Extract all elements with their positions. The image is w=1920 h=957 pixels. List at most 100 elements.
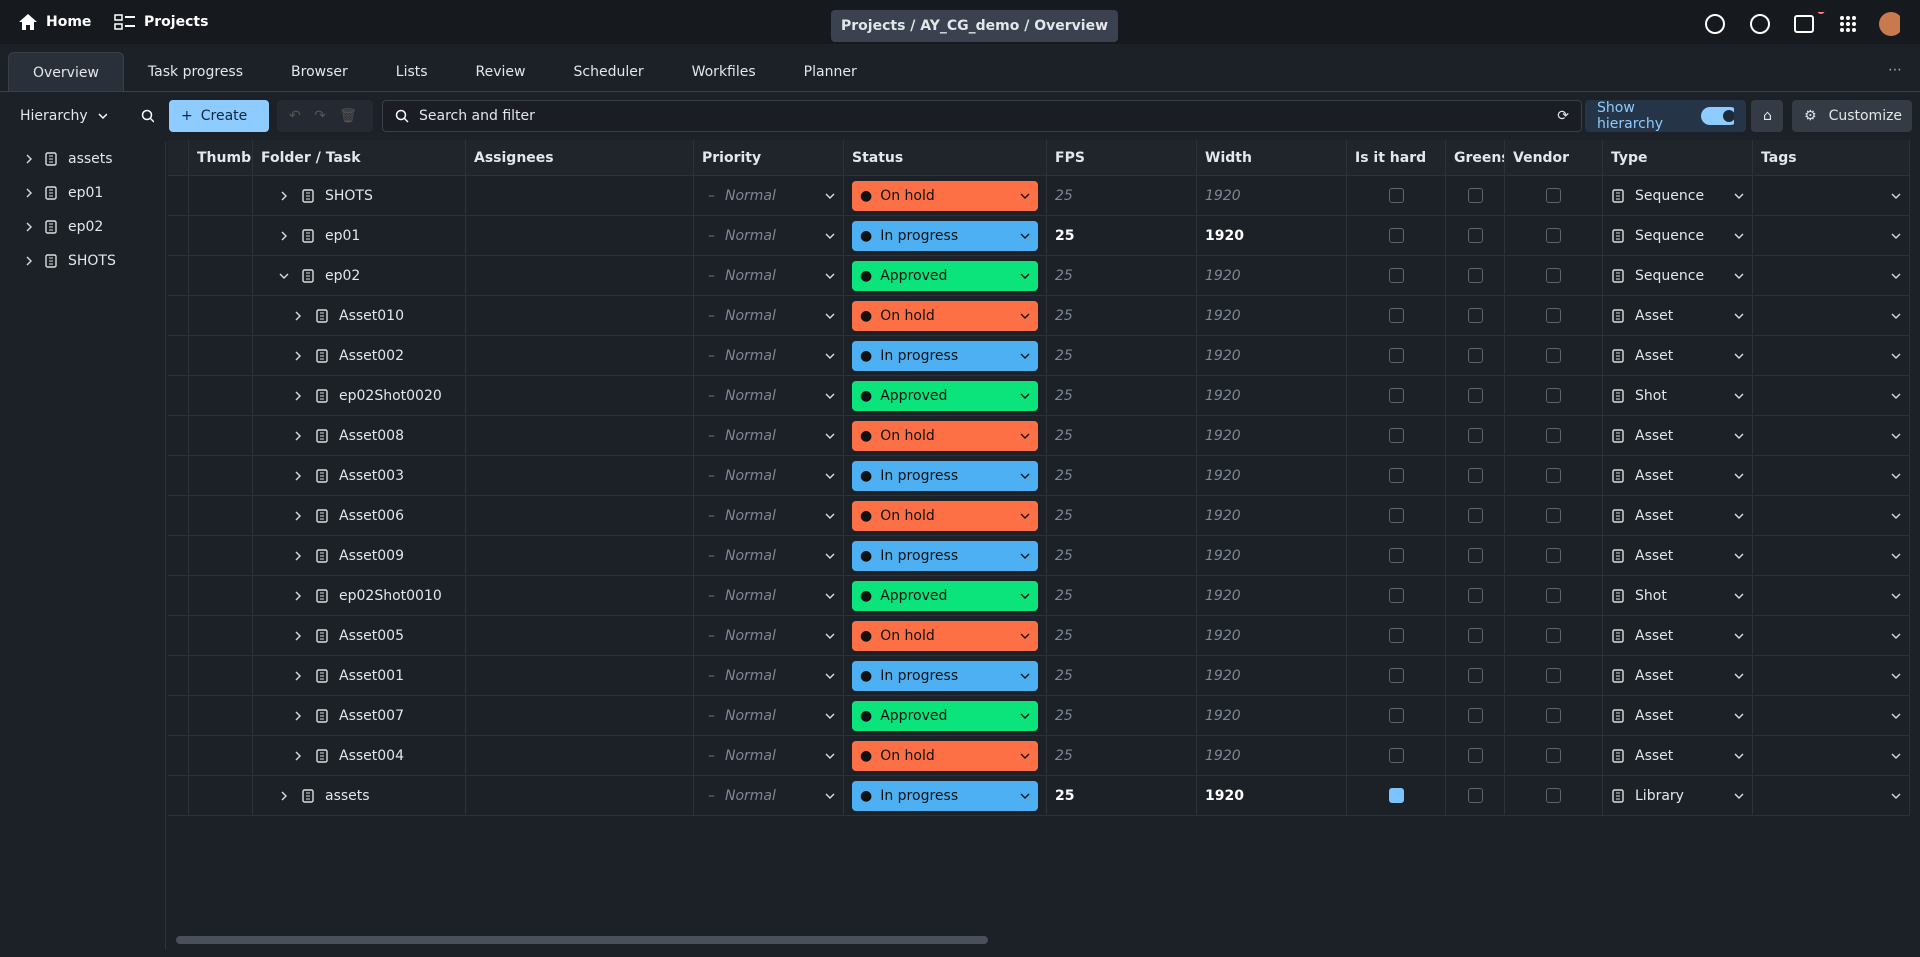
status-pill[interactable]: ● Approved	[852, 580, 1038, 611]
table-row[interactable]: ep02Shot0010 – Normal ● Approved 25 1920 Shot	[168, 576, 1910, 616]
status-pill[interactable]: ● Approved	[852, 380, 1038, 411]
checkbox[interactable]	[1388, 468, 1404, 483]
checkbox[interactable]	[1388, 508, 1404, 523]
table-row[interactable]: Asset006 – Normal ● On hold 25 1920 Asset	[168, 496, 1910, 536]
status-pill[interactable]: ● In progress	[852, 540, 1038, 571]
table-row[interactable]: ep02 – Normal ● Approved 25 1920 Sequence	[168, 256, 1910, 296]
status-pill[interactable]: ● On hold	[852, 300, 1038, 331]
table-row[interactable]: Asset001 – Normal ● In progress 25 1920 Asset	[168, 656, 1910, 696]
sidebar-item[interactable]: ep01	[8, 176, 165, 210]
layout-button[interactable]: ⌂	[1751, 100, 1783, 132]
table-row[interactable]: Asset005 – Normal ● On hold 25 1920 Asset	[168, 616, 1910, 656]
status-pill[interactable]: ● Approved	[852, 700, 1038, 731]
hierarchy-select[interactable]: Hierarchy	[8, 100, 166, 132]
checkbox[interactable]	[1388, 628, 1404, 643]
checkbox[interactable]	[1467, 388, 1483, 403]
breadcrumb[interactable]: Projects / AY_CG_demo / Overview	[831, 10, 1119, 42]
checkbox[interactable]	[1388, 228, 1404, 243]
tab[interactable]: Task progress	[147, 64, 244, 80]
table-row[interactable]: Asset004 – Normal ● On hold 25 1920 Asset	[168, 736, 1910, 776]
customize-button[interactable]: ⚙ Customize	[1792, 100, 1912, 132]
table-row[interactable]: ep02Shot0020 – Normal ● Approved 25 1920 Shot	[168, 376, 1910, 416]
tab[interactable]: Planner	[803, 64, 857, 80]
checkbox[interactable]	[1388, 788, 1404, 803]
checkbox[interactable]	[1467, 308, 1483, 323]
status-pill[interactable]: ● In progress	[852, 460, 1038, 491]
undo-redo-delete[interactable]: ↶ ↷ 🗑	[277, 100, 373, 132]
checkbox[interactable]	[1546, 188, 1561, 203]
table-row[interactable]: Asset007 – Normal ● Approved 25 1920 Asset	[168, 696, 1910, 736]
checkbox[interactable]	[1467, 748, 1483, 763]
tab[interactable]: Scheduler	[573, 64, 644, 80]
checkbox[interactable]	[1546, 548, 1561, 563]
status-pill[interactable]: ● In progress	[852, 220, 1038, 251]
header-icons[interactable]	[1700, 12, 1900, 36]
checkbox[interactable]	[1467, 548, 1483, 563]
checkbox[interactable]	[1388, 668, 1404, 683]
checkbox[interactable]	[1388, 588, 1404, 603]
status-pill[interactable]: ● In progress	[852, 340, 1038, 371]
checkbox[interactable]	[1388, 388, 1404, 403]
checkbox[interactable]	[1388, 348, 1404, 363]
table-row[interactable]: Asset003 – Normal ● In progress 25 1920 Asset	[168, 456, 1910, 496]
search-box[interactable]: Search and filter ⟳	[382, 100, 1582, 132]
table-row[interactable]: assets – Normal ● In progress 25 1920 Library	[168, 776, 1910, 816]
checkbox[interactable]	[1388, 188, 1404, 203]
tab[interactable]: Workfiles	[691, 64, 756, 80]
more-menu[interactable]: ⋯	[1888, 62, 1902, 78]
checkbox[interactable]	[1546, 508, 1561, 523]
checkbox[interactable]	[1546, 428, 1561, 443]
show-hierarchy-toggle[interactable]: Show hierarchy	[1585, 100, 1746, 132]
checkbox[interactable]	[1467, 268, 1483, 283]
tab[interactable]: Overview	[8, 52, 124, 91]
checkbox[interactable]	[1467, 188, 1483, 203]
checkbox[interactable]	[1467, 468, 1483, 483]
tab[interactable]: Review	[475, 64, 526, 80]
projects-link[interactable]: Projects	[114, 13, 208, 31]
checkbox[interactable]	[1388, 308, 1404, 323]
checkbox[interactable]	[1388, 748, 1404, 763]
checkbox[interactable]	[1546, 588, 1561, 603]
tab[interactable]: Browser	[291, 64, 348, 80]
table-row[interactable]: ep01 – Normal ● In progress 25 1920 Sequence	[168, 216, 1910, 256]
status-pill[interactable]: ● On hold	[852, 420, 1038, 451]
table-row[interactable]: Asset008 – Normal ● On hold 25 1920 Asset	[168, 416, 1910, 456]
table-row[interactable]: Asset002 – Normal ● In progress 25 1920 Asset	[168, 336, 1910, 376]
checkbox[interactable]	[1546, 748, 1561, 763]
checkbox[interactable]	[1388, 268, 1404, 283]
checkbox[interactable]	[1546, 708, 1561, 723]
checkbox[interactable]	[1546, 668, 1561, 683]
checkbox[interactable]	[1388, 548, 1404, 563]
checkbox[interactable]	[1546, 788, 1561, 803]
sidebar-item[interactable]: SHOTS	[8, 244, 165, 278]
table-row[interactable]: Asset009 – Normal ● In progress 25 1920 Asset	[168, 536, 1910, 576]
checkbox[interactable]	[1467, 228, 1483, 243]
checkbox[interactable]	[1467, 668, 1483, 683]
checkbox[interactable]	[1546, 268, 1561, 283]
table-row[interactable]: SHOTS – Normal ● On hold 25 1920 Sequence	[168, 176, 1910, 216]
table-row[interactable]: Asset010 – Normal ● On hold 25 1920 Asset	[168, 296, 1910, 336]
checkbox[interactable]	[1467, 428, 1483, 443]
checkbox[interactable]	[1546, 628, 1561, 643]
checkbox[interactable]	[1546, 388, 1561, 403]
status-pill[interactable]: ● On hold	[852, 740, 1038, 771]
checkbox[interactable]	[1388, 428, 1404, 443]
status-pill[interactable]: ● On hold	[852, 180, 1038, 211]
checkbox[interactable]	[1467, 788, 1483, 803]
checkbox[interactable]	[1388, 708, 1404, 723]
create-button[interactable]: + Create	[169, 100, 269, 132]
checkbox[interactable]	[1467, 708, 1483, 723]
checkbox[interactable]	[1467, 588, 1483, 603]
tab[interactable]: Lists	[395, 64, 428, 80]
checkbox[interactable]	[1546, 308, 1561, 323]
scrollbar[interactable]	[176, 936, 988, 944]
checkbox[interactable]	[1546, 348, 1561, 363]
sidebar-item[interactable]: ep02	[8, 210, 165, 244]
status-pill[interactable]: ● Approved	[852, 260, 1038, 291]
home-link[interactable]: Home	[18, 13, 91, 31]
sidebar-item[interactable]: assets	[8, 142, 165, 176]
status-pill[interactable]: ● In progress	[852, 660, 1038, 691]
status-pill[interactable]: ● On hold	[852, 620, 1038, 651]
checkbox[interactable]	[1467, 508, 1483, 523]
status-pill[interactable]: ● In progress	[852, 780, 1038, 811]
